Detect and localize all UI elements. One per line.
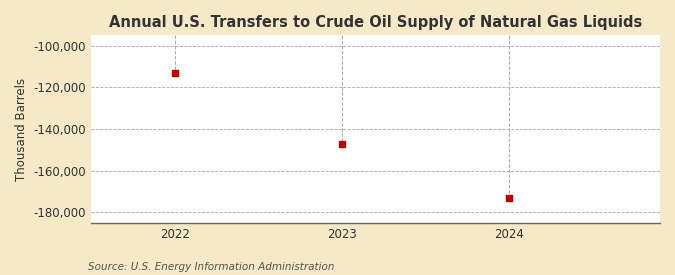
Point [169, 71, 180, 75]
Y-axis label: Thousand Barrels: Thousand Barrels [15, 78, 28, 181]
Point [337, 142, 348, 146]
Text: Source: U.S. Energy Information Administration: Source: U.S. Energy Information Administ… [88, 262, 334, 272]
Title: Annual U.S. Transfers to Crude Oil Supply of Natural Gas Liquids: Annual U.S. Transfers to Crude Oil Suppl… [109, 15, 642, 30]
Point [504, 196, 515, 200]
